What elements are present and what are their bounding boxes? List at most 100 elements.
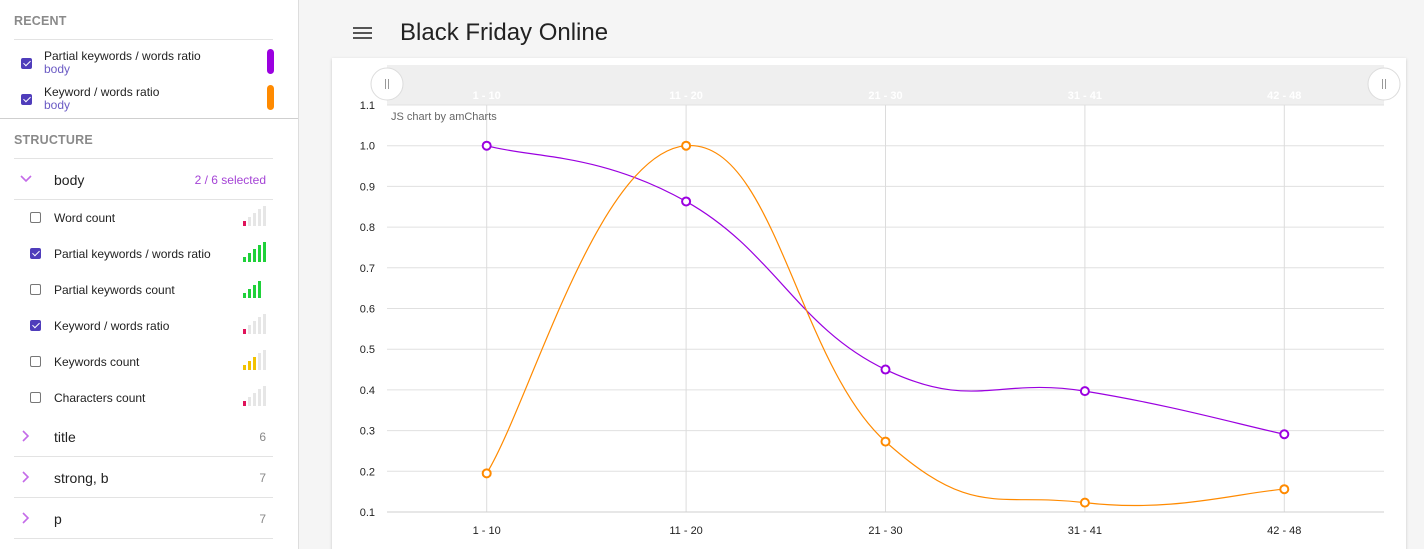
y-tick-label: 0.4 [360,385,375,397]
divider [14,456,273,457]
metric-checkbox[interactable] [30,392,41,403]
chart-credit[interactable]: JS chart by amCharts [391,111,497,123]
recent-checkbox[interactable] [21,94,32,105]
metric-checkbox[interactable] [30,356,41,367]
group-label: body [54,172,85,188]
data-point[interactable] [481,140,492,151]
metric-word-count[interactable]: Word count [0,200,298,236]
chevron-right-icon[interactable] [19,470,33,484]
data-point[interactable] [681,140,692,151]
recent-item-label: Keyword / words ratio [44,85,160,99]
metric-label: Partial keywords / words ratio [54,247,211,261]
metric-characters-count[interactable]: Characters count [0,380,298,416]
metric-label: Word count [54,211,116,225]
metric-label: Keywords count [54,355,140,369]
chart-scrollbar[interactable] [387,65,1384,105]
x-tick-label: 31 - 41 [1068,525,1102,537]
scrollbar-label: 31 - 41 [1068,90,1102,102]
signal-strength-icon [243,314,267,334]
recent-item-label: Partial keywords / words ratio [44,49,201,63]
hamburger-menu-icon[interactable] [353,25,373,41]
recent-checkbox[interactable] [21,58,32,69]
page-title: Black Friday Online [400,19,609,46]
group-title[interactable]: title 6 [0,416,298,456]
divider [14,199,273,200]
y-tick-label: 0.6 [360,304,375,316]
metric-checkbox[interactable] [30,212,41,223]
y-tick-label: 1.0 [360,141,375,153]
line-chart[interactable]: 1 - 10 11 - 20 21 - 30 31 - 41 42 - 48 JS ch… [332,58,1406,549]
y-tick-label: 0.2 [360,466,375,478]
chart-card [332,58,1406,549]
metric-checkbox[interactable] [30,284,41,295]
group-label: p [54,511,62,527]
signal-strength-icon [243,386,267,406]
metric-keyword-ratio[interactable]: Keyword / words ratio [0,308,298,344]
section-divider [0,118,298,119]
chevron-right-icon[interactable] [19,511,33,525]
metric-partial-keywords-count[interactable]: Partial keywords count [0,272,298,308]
signal-strength-icon [243,206,267,226]
data-point[interactable] [880,364,891,375]
metric-keywords-count[interactable]: Keywords count [0,344,298,380]
scrollbar-right-handle[interactable] [1367,67,1401,101]
chevron-right-icon[interactable] [19,429,33,443]
series-color-pill [267,85,274,110]
scrollbar-label: 42 - 48 [1267,90,1301,102]
data-point[interactable] [1279,484,1290,495]
group-label: strong, b [54,470,109,486]
scrollbar-label: 1 - 10 [473,90,501,102]
metric-checkbox[interactable] [30,320,41,331]
chevron-down-icon[interactable] [19,172,33,186]
scrollbar-label: 21 - 30 [868,90,902,102]
recent-item-partial-keywords-ratio[interactable]: Partial keywords / words ratio body [0,46,298,78]
metric-label: Characters count [54,391,146,405]
recent-item-sub: body [44,98,71,112]
x-tick-label: 1 - 10 [473,525,501,537]
group-label: title [54,429,76,445]
group-selected-count: 2 / 6 selected [194,173,266,187]
group-count: 7 [259,471,266,485]
y-tick-label: 0.5 [360,344,375,356]
series-color-pill [267,49,274,74]
structure-section-title: STRUCTURE [14,133,93,147]
metric-label: Partial keywords count [54,283,175,297]
group-count: 6 [259,430,266,444]
group-body[interactable]: body 2 / 6 selected [0,159,298,199]
data-point[interactable] [1079,386,1090,397]
y-tick-label: 1.1 [360,100,375,112]
series-line-1[interactable] [486,145,1285,507]
divider [14,158,273,159]
data-point[interactable] [681,196,692,207]
scrollbar-label: 11 - 20 [669,90,703,102]
scrollbar-left-handle[interactable] [370,67,404,101]
x-tick-label: 42 - 48 [1267,525,1301,537]
y-tick-label: 0.1 [360,507,375,519]
data-point[interactable] [481,468,492,479]
recent-section-title: RECENT [14,14,67,28]
y-tick-label: 0.8 [360,222,375,234]
x-tick-label: 21 - 30 [868,525,902,537]
signal-strength-icon [243,242,267,262]
data-point[interactable] [1279,429,1290,440]
group-strong-b[interactable]: strong, b 7 [0,457,298,497]
metric-checkbox[interactable] [30,248,41,259]
y-tick-label: 0.9 [360,181,375,193]
divider [14,39,273,40]
signal-strength-icon [243,278,267,298]
divider [14,497,273,498]
group-count: 7 [259,512,266,526]
data-point[interactable] [1079,497,1090,508]
group-p[interactable]: p 7 [0,498,298,538]
y-tick-label: 0.7 [360,263,375,275]
x-tick-label: 11 - 20 [669,525,702,537]
recent-item-keyword-ratio[interactable]: Keyword / words ratio body [0,82,298,114]
signal-strength-icon [243,350,267,370]
metric-label: Keyword / words ratio [54,319,170,333]
divider [14,538,273,539]
data-point[interactable] [880,436,891,447]
y-tick-label: 0.3 [360,426,375,438]
sidebar: RECENT Partial keywords / words ratio bo… [0,0,299,549]
recent-item-sub: body [44,62,71,76]
metric-partial-keywords-ratio[interactable]: Partial keywords / words ratio [0,236,298,272]
